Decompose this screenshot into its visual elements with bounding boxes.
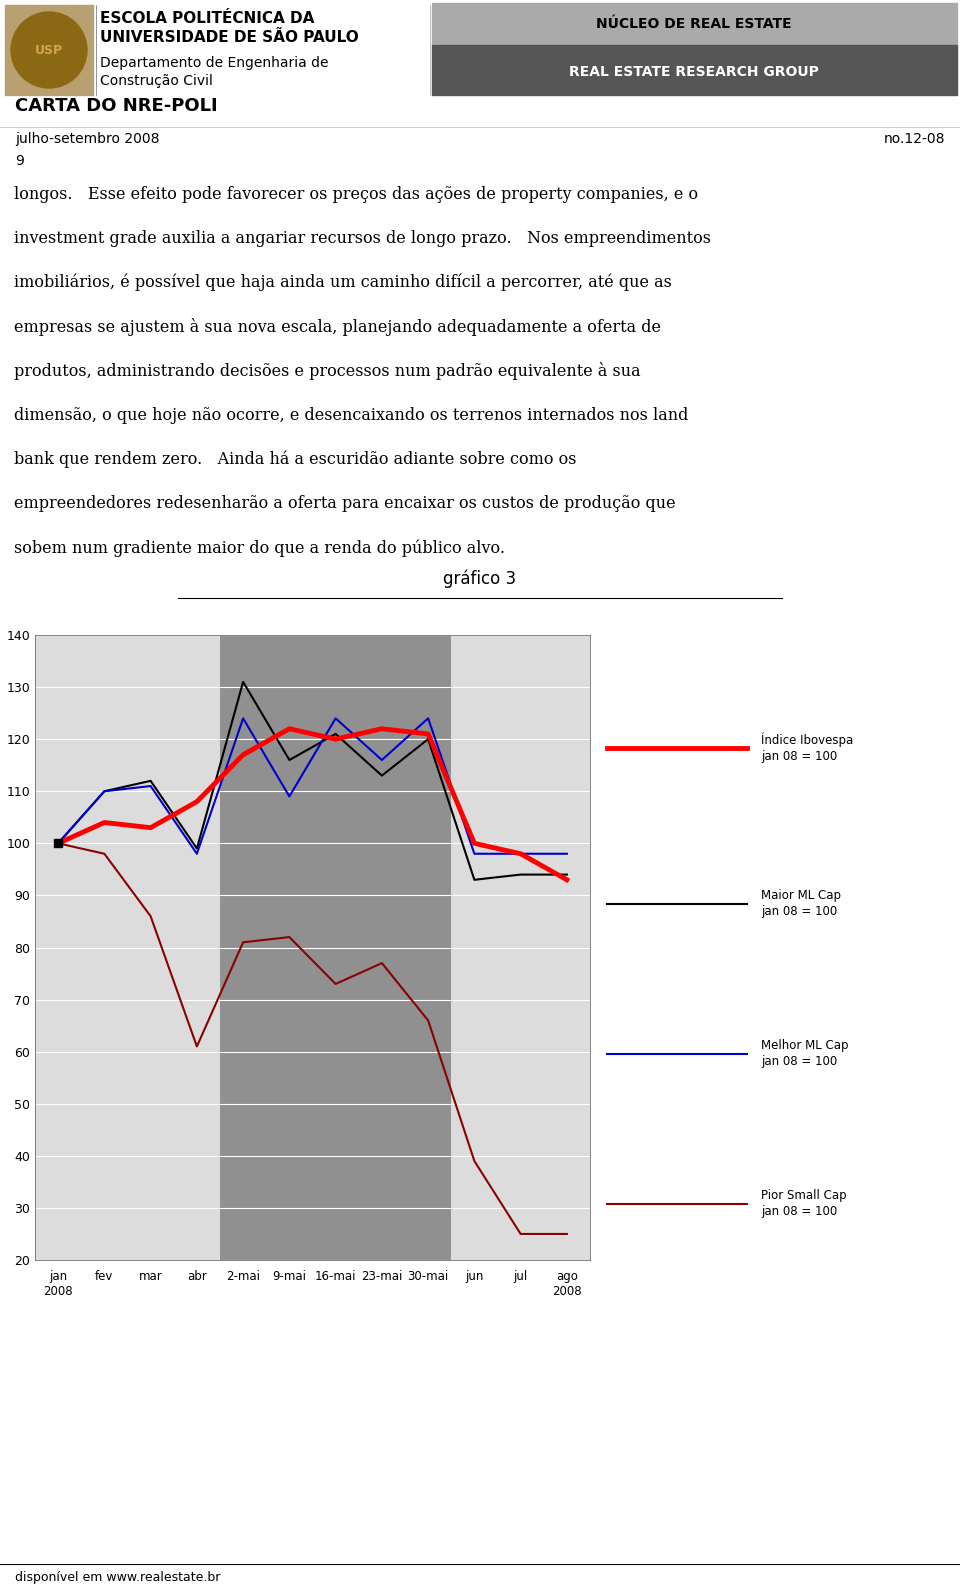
Text: Pior Small Cap
jan 08 = 100: Pior Small Cap jan 08 = 100 — [761, 1189, 847, 1218]
Text: Maior ML Cap
jan 08 = 100: Maior ML Cap jan 08 = 100 — [761, 890, 841, 919]
Text: dimensão, o que hoje não ocorre, e desencaixando os terrenos internados nos land: dimensão, o que hoje não ocorre, e desen… — [14, 406, 688, 423]
Text: longos.   Esse efeito pode favorecer os preços das ações de property companies, : longos. Esse efeito pode favorecer os pr… — [14, 186, 699, 202]
Text: no.12-08: no.12-08 — [883, 132, 945, 146]
Text: Departamento de Engenharia de
Construção Civil: Departamento de Engenharia de Construção… — [100, 56, 328, 88]
Bar — [432, 3, 957, 45]
Text: CARTA DO NRE-POLI: CARTA DO NRE-POLI — [15, 97, 218, 115]
Bar — [432, 45, 957, 96]
Circle shape — [11, 13, 87, 88]
Text: imobiliários, é possível que haja ainda um caminho difícil a percorrer, até que : imobiliários, é possível que haja ainda … — [14, 274, 672, 291]
Bar — [220, 635, 451, 1259]
Bar — [5, 5, 93, 96]
Text: empresas se ajustem à sua nova escala, planejando adequadamente a oferta de: empresas se ajustem à sua nova escala, p… — [14, 318, 661, 336]
Text: bank que rendem zero.   Ainda há a escuridão adiante sobre como os: bank que rendem zero. Ainda há a escurid… — [14, 451, 577, 468]
Text: empreendedores redesenharão a oferta para encaixar os custos de produção que: empreendedores redesenharão a oferta par… — [14, 495, 676, 513]
Text: Melhor ML Cap
jan 08 = 100: Melhor ML Cap jan 08 = 100 — [761, 1040, 849, 1068]
Text: REAL ESTATE RESEARCH GROUP: REAL ESTATE RESEARCH GROUP — [569, 65, 819, 80]
Text: Índice Ibovespa
jan 08 = 100: Índice Ibovespa jan 08 = 100 — [761, 732, 853, 763]
Text: ESCOLA POLITÉCNICA DA
UNIVERSIDADE DE SÃO PAULO: ESCOLA POLITÉCNICA DA UNIVERSIDADE DE SÃ… — [100, 11, 359, 45]
Text: gráfico 3: gráfico 3 — [444, 570, 516, 589]
Text: 9: 9 — [15, 154, 24, 169]
Text: disponível em www.realestate.br: disponível em www.realestate.br — [15, 1571, 221, 1584]
Text: NÚCLEO DE REAL ESTATE: NÚCLEO DE REAL ESTATE — [596, 18, 792, 30]
Text: produtos, administrando decisões e processos num padrão equivalente à sua: produtos, administrando decisões e proce… — [14, 361, 641, 380]
Text: USP: USP — [35, 43, 63, 56]
Text: sobem num gradiente maior do que a renda do público alvo.: sobem num gradiente maior do que a renda… — [14, 540, 505, 557]
Text: investment grade auxilia a angariar recursos de longo prazo.   Nos empreendiment: investment grade auxilia a angariar recu… — [14, 229, 711, 247]
Text: julho-setembro 2008: julho-setembro 2008 — [15, 132, 159, 146]
